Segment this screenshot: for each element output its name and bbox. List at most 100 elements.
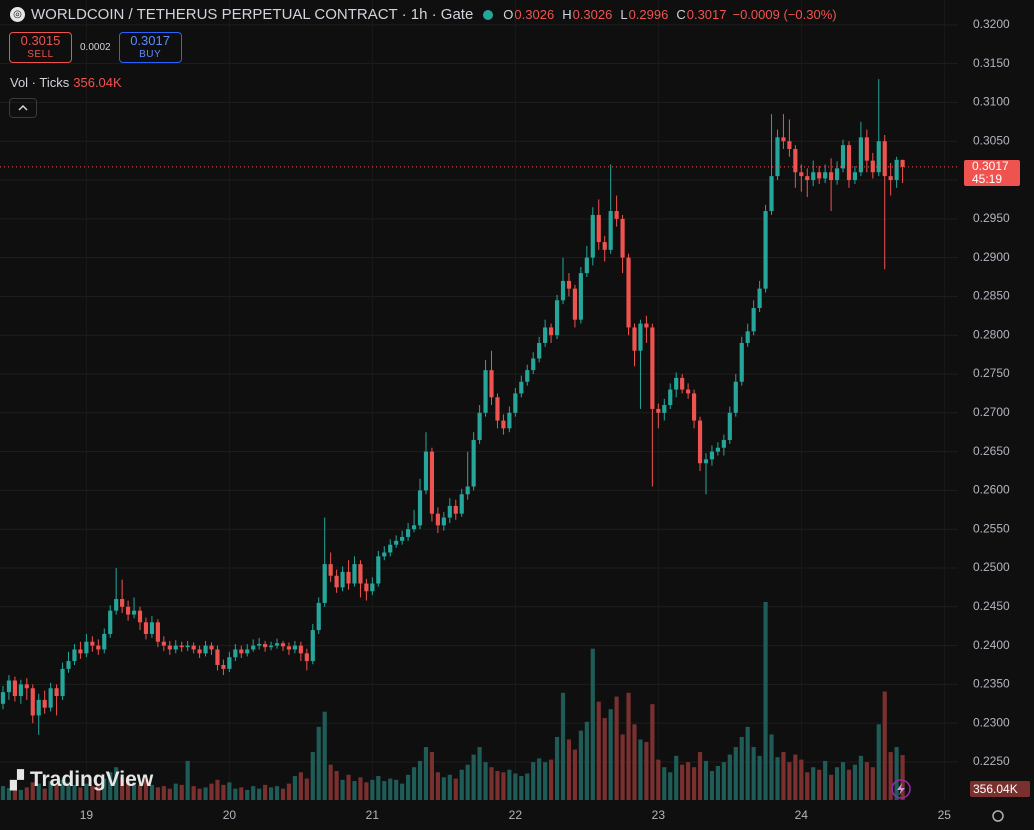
volume-bar (745, 726, 750, 800)
volume-bar (703, 760, 709, 800)
volume-bar (691, 767, 697, 800)
settings-icon[interactable] (992, 810, 1004, 822)
y-tick-label: 0.2450 (973, 599, 1010, 613)
sell-label: SELL (27, 48, 54, 60)
volume-bar (471, 754, 476, 800)
x-tick-label: 24 (795, 808, 809, 822)
volume-bar (191, 786, 196, 800)
candle-body (304, 653, 309, 662)
ohlc-value: 0.3026 (572, 7, 613, 22)
volume-bar (280, 788, 286, 800)
volume-bar (304, 778, 309, 800)
candle-body (900, 159, 905, 167)
candle-body (334, 575, 339, 588)
volume-bar (417, 760, 423, 800)
volume-bar (757, 755, 762, 800)
volume-bar (30, 782, 35, 800)
candle-body (155, 622, 160, 642)
buy-button[interactable]: 0.3017 BUY (118, 32, 182, 63)
volume-bar (310, 752, 315, 800)
volume-bar (709, 770, 715, 800)
y-tick-label: 0.2900 (973, 250, 1010, 264)
candle-body (876, 141, 881, 173)
volume-bar (680, 764, 685, 800)
candle-body (680, 377, 685, 390)
volume-bar (769, 734, 774, 800)
candle-body (72, 649, 77, 662)
buy-price: 0.3017 (130, 32, 170, 48)
candle-body (417, 490, 423, 526)
ohlc-key: C (676, 7, 686, 22)
candle-body (54, 688, 59, 697)
alert-icon[interactable] (891, 779, 911, 799)
candle-body (30, 688, 35, 716)
volume-bar (24, 787, 29, 800)
volume-bar (846, 769, 852, 800)
volume-bar (203, 787, 208, 800)
volume-bar (251, 786, 256, 800)
volume-bar (364, 782, 369, 800)
candle-body (793, 148, 798, 173)
candle-body (519, 381, 524, 394)
volume-bar (715, 765, 720, 800)
volume-bar (388, 778, 393, 800)
candle-body (543, 327, 548, 343)
volume-bar (137, 784, 143, 800)
candle-body (280, 643, 286, 647)
volume-bar (775, 757, 780, 800)
candle-body (191, 645, 196, 650)
candle-body (131, 610, 137, 615)
volume-bar (114, 767, 119, 800)
candle-body (513, 393, 518, 413)
candle-body (453, 505, 458, 514)
sell-price: 0.3015 (20, 32, 61, 48)
candle-body (501, 420, 506, 429)
candle-body (179, 645, 184, 648)
volume-bar (894, 747, 899, 800)
y-tick-label: 0.2250 (973, 754, 1010, 768)
volume-bar (477, 747, 482, 800)
candle-body (322, 564, 327, 603)
volume-bar (376, 776, 381, 800)
candle-body (173, 645, 178, 650)
candle-body (274, 643, 280, 646)
volume-bar (584, 721, 589, 800)
volume-bar (292, 776, 297, 800)
volume-bar (227, 782, 232, 800)
candle-body (840, 145, 846, 169)
volume-bar (614, 696, 619, 800)
y-tick-label: 0.2950 (973, 211, 1010, 225)
logo-mark: ▞ (10, 769, 24, 790)
volume-bar (817, 769, 822, 800)
candle-body (370, 583, 375, 592)
volume-bar (888, 752, 893, 800)
volume-bar (102, 778, 107, 800)
candle-body (763, 211, 768, 289)
candle-body (263, 644, 268, 648)
volume-bar (334, 770, 339, 800)
sell-button[interactable]: 0.3015 SELL (9, 32, 72, 63)
volume-bar (864, 762, 869, 800)
volume-bar (686, 762, 691, 800)
volume-bar (239, 787, 244, 800)
candle-body (578, 273, 583, 320)
volume-bar (120, 777, 125, 800)
candle-body (0, 692, 6, 704)
volume-bar (525, 773, 530, 800)
volume-bar (781, 752, 786, 800)
collapse-button[interactable] (9, 98, 37, 118)
volume-bar (578, 730, 583, 800)
candle-body (221, 664, 226, 669)
ohlc-item: C0.3017 (676, 7, 726, 22)
candle-body (18, 684, 23, 697)
candle-body (703, 459, 709, 464)
volume-bar (447, 774, 452, 800)
ohlc-item: H0.3026 (562, 7, 612, 22)
volume-bar (411, 767, 417, 800)
volume-bar (429, 752, 435, 800)
candle-body (823, 172, 828, 179)
candle-body (626, 257, 631, 328)
volume-bar (286, 783, 292, 800)
volume-bar (620, 734, 625, 800)
volume-bar (42, 788, 47, 800)
